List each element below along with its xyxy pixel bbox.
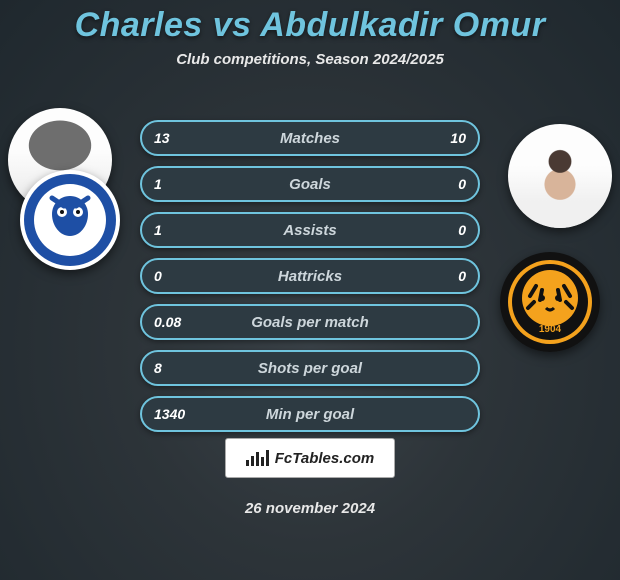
stat-label: Assists [283, 222, 336, 239]
stat-label: Goals per match [251, 314, 369, 331]
stat-row: 0 Hattricks 0 [140, 258, 480, 294]
stat-label: Goals [289, 176, 331, 193]
stat-row: 0.08 Goals per match [140, 304, 480, 340]
stat-label: Hattricks [278, 268, 342, 285]
stat-value-left: 1 [154, 222, 162, 238]
stat-value-right: 0 [458, 176, 466, 192]
stat-value-left: 0.08 [154, 314, 181, 330]
stat-row: 8 Shots per goal [140, 350, 480, 386]
stat-value-left: 8 [154, 360, 162, 376]
bars-icon [246, 450, 269, 466]
page-title: Charles vs Abdulkadir Omur [0, 0, 620, 45]
stat-value-right: 0 [458, 222, 466, 238]
stat-value-left: 0 [154, 268, 162, 284]
stat-label: Matches [280, 130, 340, 147]
site-label: FcTables.com [275, 450, 374, 467]
stat-row: 1 Assists 0 [140, 212, 480, 248]
stat-value-right: 0 [458, 268, 466, 284]
tiger-icon: 1904 [500, 252, 600, 352]
stat-value-left: 1 [154, 176, 162, 192]
site-logo: FcTables.com [225, 438, 395, 478]
footer-date: 26 november 2024 [0, 500, 620, 517]
stat-row: 13 Matches 10 [140, 120, 480, 156]
club-crest-right: 1904 [500, 252, 600, 352]
player-face-icon [508, 124, 612, 228]
svg-text:1904: 1904 [539, 324, 562, 335]
stat-value-left: 13 [154, 130, 170, 146]
stat-label: Shots per goal [258, 360, 362, 377]
subtitle: Club competitions, Season 2024/2025 [0, 51, 620, 68]
stat-row: 1340 Min per goal [140, 396, 480, 432]
player-photo-right [508, 124, 612, 228]
stat-label: Min per goal [266, 406, 354, 423]
owl-icon [20, 170, 120, 270]
stat-row: 1 Goals 0 [140, 166, 480, 202]
stats-list: 13 Matches 10 1 Goals 0 1 Assists 0 0 Ha… [140, 120, 480, 442]
club-crest-left [20, 170, 120, 270]
stat-value-left: 1340 [154, 406, 185, 422]
stat-value-right: 10 [450, 130, 466, 146]
